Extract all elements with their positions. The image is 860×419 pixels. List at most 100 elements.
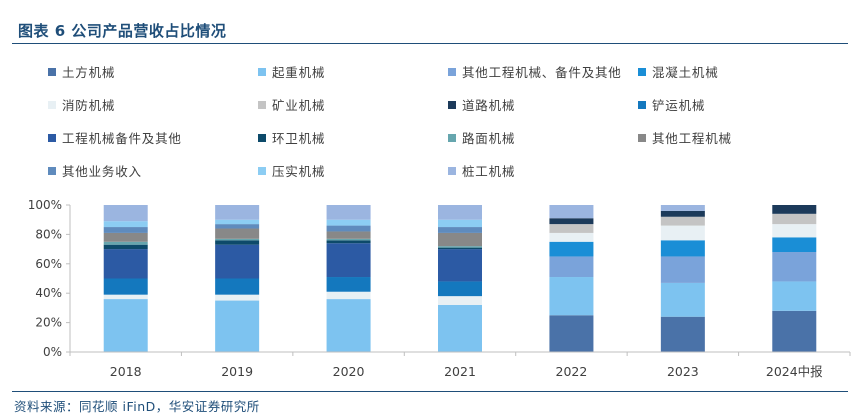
bar-segment [549, 241, 594, 257]
legend-swatch [448, 166, 456, 175]
legend-item: 铲运机械 [638, 95, 705, 114]
legend-item: 工程机械备件及其他 [48, 128, 182, 147]
bar-segment [326, 240, 371, 244]
bar-segment [660, 256, 705, 283]
legend-swatch [258, 67, 266, 76]
bar-segment [549, 315, 594, 352]
bar-segment [772, 237, 817, 253]
x-tick-label: 2022 [556, 364, 588, 379]
legend-item: 其他工程机械、备件及其他 [448, 62, 622, 81]
legend-label: 土方机械 [62, 65, 116, 80]
bar-segment [326, 225, 371, 232]
bar-segment [549, 224, 594, 233]
bar-segment [438, 304, 482, 352]
bar-segment [772, 205, 817, 214]
legend-swatch [258, 133, 266, 142]
legend-item: 矿业机械 [258, 95, 325, 114]
legend-swatch [448, 67, 456, 76]
legend-label: 矿业机械 [272, 98, 326, 113]
bar-segment [660, 216, 705, 226]
bar-segment [438, 219, 482, 228]
bar-segment [438, 232, 482, 247]
legend-item: 路面机械 [448, 128, 515, 147]
legend-label: 其他工程机械 [652, 131, 732, 146]
bar-segment [438, 205, 482, 220]
legend-swatch [258, 166, 266, 175]
bar-segment [772, 310, 817, 352]
legend-swatch [48, 67, 56, 76]
legend-item: 土方机械 [48, 62, 115, 81]
bar-segment [103, 244, 148, 250]
legend-swatch [638, 100, 646, 109]
legend-item: 起重机械 [258, 62, 325, 81]
bar-segment [103, 278, 148, 295]
title-divider [12, 43, 848, 44]
legend-item: 环卫机械 [258, 128, 325, 147]
legend-item: 桩工机械 [448, 161, 515, 180]
legend-label: 路面机械 [462, 131, 516, 146]
bar-segment [215, 240, 260, 245]
bar-segment [215, 300, 260, 352]
legend-item: 压实机械 [258, 161, 325, 180]
bar-segment [772, 213, 817, 225]
bar-segment [215, 228, 260, 239]
bar-segment [438, 247, 482, 250]
legend-label: 其他业务收入 [62, 164, 142, 179]
bar-segment [549, 205, 594, 219]
x-tick-label: 2020 [333, 364, 365, 379]
bar-segment [438, 281, 482, 297]
legend-item: 混凝土机械 [638, 62, 719, 81]
stacked-bar-chart: 0% 20% 40% 60% 80% 100% 2018 2019 2020 2021 2022 20… [28, 198, 851, 379]
bar-segment [215, 219, 260, 225]
y-tick-label: 0% [43, 345, 62, 359]
legend-item: 其他业务收入 [48, 161, 142, 180]
bar-segment [660, 210, 705, 217]
bar-segment [660, 316, 705, 352]
bar-segment [103, 227, 148, 233]
bar-segment [103, 294, 148, 300]
y-tick-label: 40% [35, 286, 62, 300]
bar-segment [215, 224, 260, 229]
bar-segment [438, 227, 482, 233]
bar-segment [438, 249, 482, 282]
y-tick-label: 60% [35, 257, 62, 271]
bar-segment [660, 240, 705, 257]
bar-segment [549, 218, 594, 225]
bar-segment [215, 278, 260, 295]
bar-segment [215, 244, 260, 279]
y-tick-label: 80% [35, 227, 62, 241]
legend-swatch [638, 133, 646, 142]
bar-segment [438, 246, 482, 248]
legend-label: 其他工程机械、备件及其他 [462, 65, 622, 80]
bar-segment [660, 282, 705, 317]
bar-segment [772, 252, 817, 282]
legend-label: 混凝土机械 [652, 65, 719, 80]
legend-swatch [48, 133, 56, 142]
legend-swatch [448, 100, 456, 109]
legend-label: 桩工机械 [462, 164, 516, 179]
bar-segment [326, 205, 371, 220]
bar-segment [326, 299, 371, 352]
legend-swatch [638, 67, 646, 76]
bar-segment [215, 205, 260, 220]
bar-segment [772, 281, 817, 311]
figure-title: 图表 6 公司产品营收占比情况 [18, 22, 227, 40]
legend-label: 起重机械 [272, 65, 326, 80]
x-tick-label: 2021 [444, 364, 476, 379]
x-tick-label: 2023 [667, 364, 699, 379]
legend-item: 消防机械 [48, 95, 115, 114]
bar-segment [103, 299, 148, 352]
bar-segment [103, 205, 148, 222]
bar-segment [103, 241, 148, 245]
chart-legend: 土方机械 起重机械 其他工程机械、备件及其他 混凝土机械消防机械 矿业机械 道路机械 铲运机… [48, 58, 848, 190]
legend-label: 消防机械 [62, 98, 116, 113]
y-tick-label: 100% [28, 198, 62, 212]
bar-segment [326, 291, 371, 300]
legend-swatch [448, 133, 456, 142]
legend-label: 工程机械备件及其他 [62, 131, 182, 146]
legend-item: 其他工程机械 [638, 128, 732, 147]
legend-label: 道路机械 [462, 98, 516, 113]
source-note: 资料来源：同花顺 iFinD，华安证券研究所 [14, 399, 260, 414]
x-tick-label: 2019 [221, 364, 253, 379]
bar-segment [549, 277, 594, 316]
